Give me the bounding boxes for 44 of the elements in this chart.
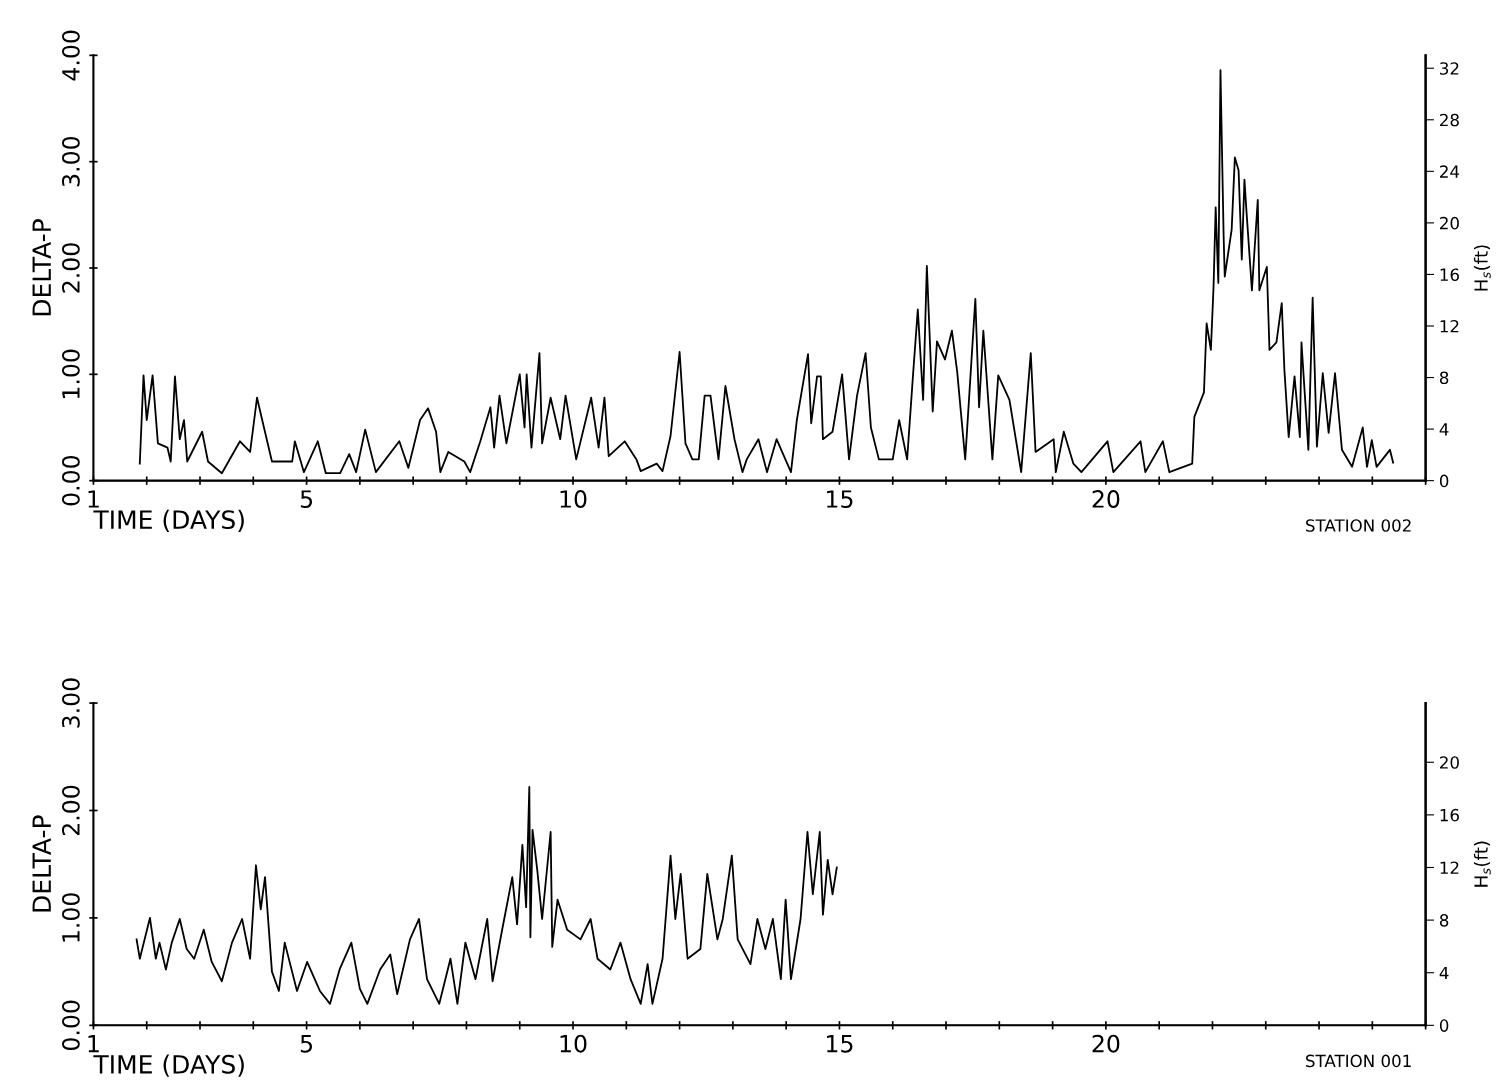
y-tick-label: 2.00	[61, 243, 80, 293]
y2-tick-label: 8	[1439, 371, 1449, 385]
y2-tick-label: 28	[1440, 113, 1459, 127]
y-tick-label: 0.00	[61, 1000, 80, 1051]
text: STATION 001	[1306, 1054, 1411, 1068]
y2-tick-label: 16	[1440, 268, 1459, 282]
y2-tick-label: 20	[1440, 756, 1459, 769]
x-tick-label: 15	[827, 490, 853, 508]
y-tick-label: 2.00	[61, 785, 80, 836]
y2-tick-label: 20	[1440, 216, 1459, 230]
x-tick-label: 5	[300, 490, 313, 508]
x-tick-label: 1	[88, 1035, 99, 1053]
y2-tick-label: 0	[1439, 474, 1449, 488]
y-tick-label: 1.00	[61, 893, 80, 942]
y2-tick-label: 0	[1439, 1019, 1449, 1032]
line-series	[135, 785, 838, 1005]
y2-tick-label: 12	[1440, 861, 1459, 874]
y2-tick-label: 4	[1439, 423, 1449, 436]
y-axis-title: DELTA-P	[32, 815, 51, 912]
x-axis-title: TIME (DAYS)	[93, 509, 244, 533]
x-axis-title: TIME (DAYS)	[93, 1054, 244, 1077]
y2-tick-label: 32	[1440, 62, 1459, 75]
y-axis-title: DELTA-P	[32, 219, 51, 316]
x-tick-label: 5	[300, 1035, 313, 1053]
x-tick-label: 20	[1092, 1034, 1120, 1053]
y-tick-label: 4.00	[61, 30, 80, 81]
x-tick-label: 10	[560, 1034, 587, 1053]
y2-tick-label: 12	[1440, 319, 1459, 333]
y-tick-label: 3.00	[61, 678, 80, 728]
x-tick-label: 20	[1092, 490, 1120, 508]
x-tick-label: 15	[827, 1035, 853, 1053]
y-tick-label: 1.00	[61, 349, 80, 399]
y2-tick-label: 24	[1440, 165, 1460, 178]
y2-axis-title: H$_{s}$(ft)	[1473, 245, 1491, 291]
y2-tick-label: 4	[1439, 966, 1449, 980]
y-tick-label: 3.00	[61, 136, 80, 187]
y2-axis-title: H$_{s}$(ft)	[1473, 841, 1491, 887]
line-series	[138, 69, 1395, 475]
y-tick-label: 0.00	[61, 455, 80, 506]
y2-tick-label: 8	[1439, 914, 1449, 927]
x-tick-label: 1	[88, 490, 99, 508]
text: STATION 002	[1306, 519, 1411, 532]
x-tick-label: 10	[560, 490, 587, 508]
y2-tick-label: 16	[1440, 808, 1459, 822]
